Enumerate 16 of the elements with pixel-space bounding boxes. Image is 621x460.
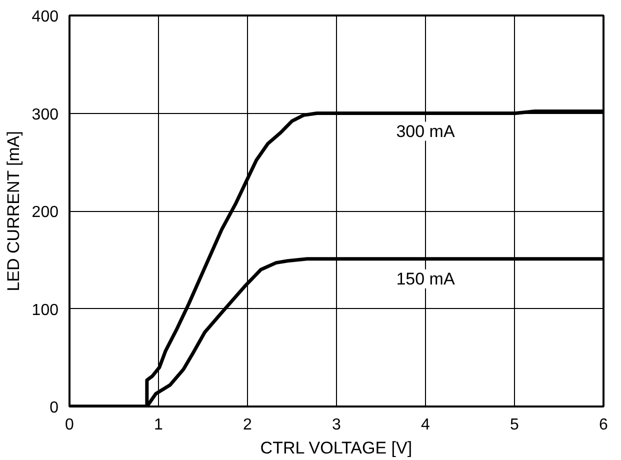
series-label: 150 mA — [396, 269, 456, 288]
series-label: 300 mA — [396, 122, 456, 141]
x-axis-title: CTRL VOLTAGE [V] — [260, 438, 412, 458]
x-tick-label: 4 — [421, 416, 430, 434]
y-tick-label: 300 — [32, 106, 59, 124]
y-tick-label: 0 — [50, 400, 59, 416]
y-tick-label: 100 — [32, 302, 59, 319]
x-tick-label: 1 — [154, 416, 164, 434]
y-tick-label: 400 — [32, 8, 59, 26]
x-tick-label: 2 — [243, 416, 252, 434]
y-axis-title: LED CURRENT [mA] — [4, 131, 23, 292]
x-tick-label: 3 — [332, 416, 342, 434]
y-tick-label: 200 — [32, 204, 59, 221]
x-tick-label: 0 — [65, 416, 74, 434]
x-tick-label: 5 — [510, 416, 520, 434]
x-tick-label: 6 — [599, 416, 608, 434]
